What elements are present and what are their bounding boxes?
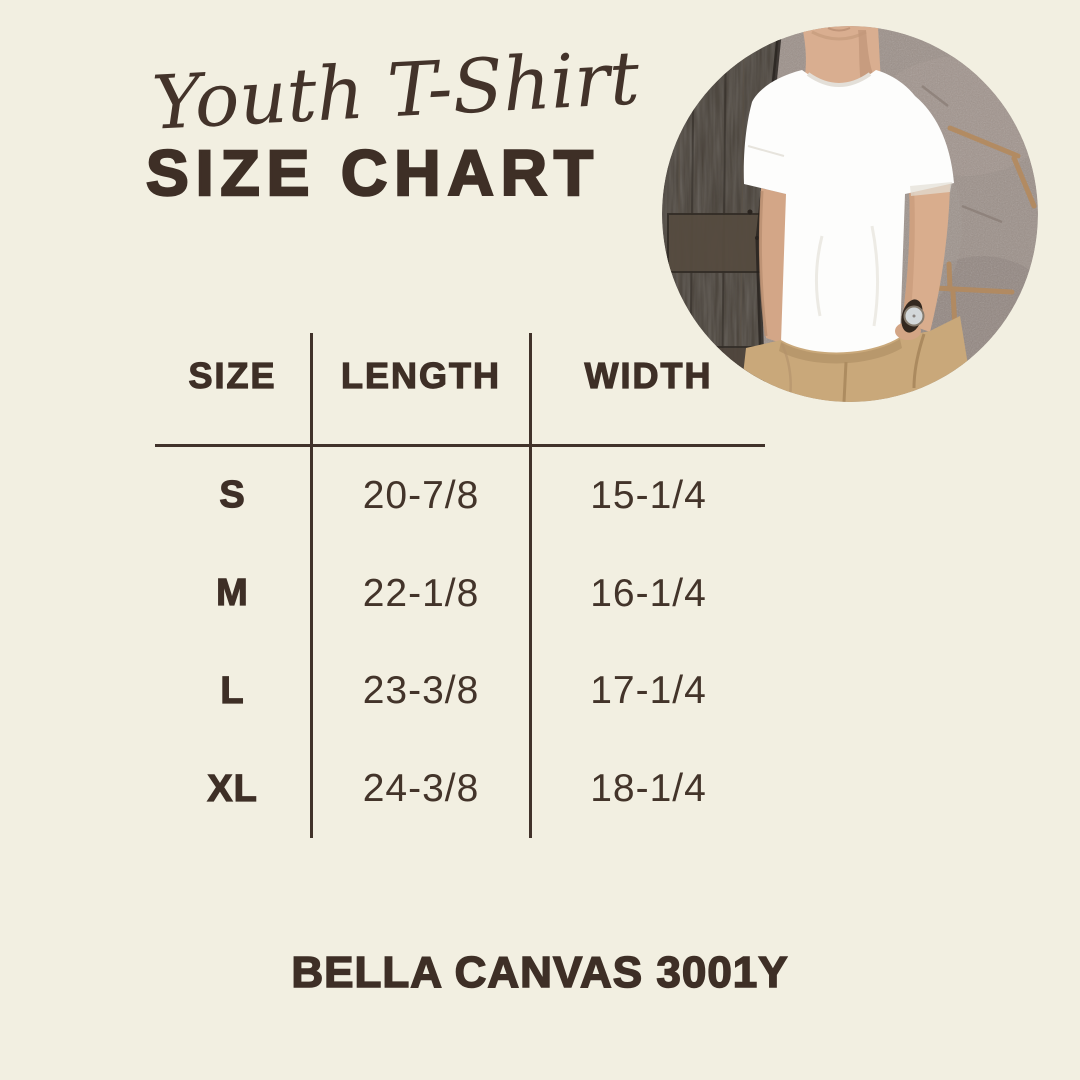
table-row-l-length: 23-3/8 (313, 642, 532, 741)
model-right-arm (902, 184, 950, 332)
table-row-l-width: 17-1/4 (590, 669, 707, 713)
column-header-length: LENGTH (313, 333, 532, 447)
column-header-width: WIDTH (532, 333, 765, 447)
table-row-s-width: 15-1/4 (590, 473, 707, 517)
product-label: BELLA CANVAS 3001Y (291, 947, 789, 998)
white-tshirt (743, 70, 954, 354)
table-row-s-length: 20-7/8 (313, 447, 532, 545)
model-left-arm (758, 188, 786, 344)
page-title: SIZE CHART (145, 136, 600, 211)
model-photo-illustration (662, 26, 1038, 402)
table-row-m-length: 22-1/8 (313, 544, 532, 643)
table-row-s-size: S (155, 447, 313, 545)
table-row-m-width: 16-1/4 (590, 571, 707, 615)
table-row-xl-length: 24-3/8 (313, 740, 532, 838)
script-title: Youth T-Shirt (150, 35, 642, 147)
table-row-xl-size: XL (155, 740, 313, 838)
table-row-m-size: M (155, 544, 313, 643)
table-row-xl-width: 18-1/4 (590, 767, 707, 811)
wood-door (662, 26, 783, 402)
column-header-size: SIZE (155, 333, 313, 447)
size-table: SIZE LENGTH WIDTH S 20-7/8 15-1/4 M 22-1… (155, 333, 765, 838)
table-row-l-size: L (155, 642, 313, 741)
wrist-watch (901, 299, 925, 333)
model-photo (662, 26, 1038, 402)
collar (806, 72, 872, 87)
